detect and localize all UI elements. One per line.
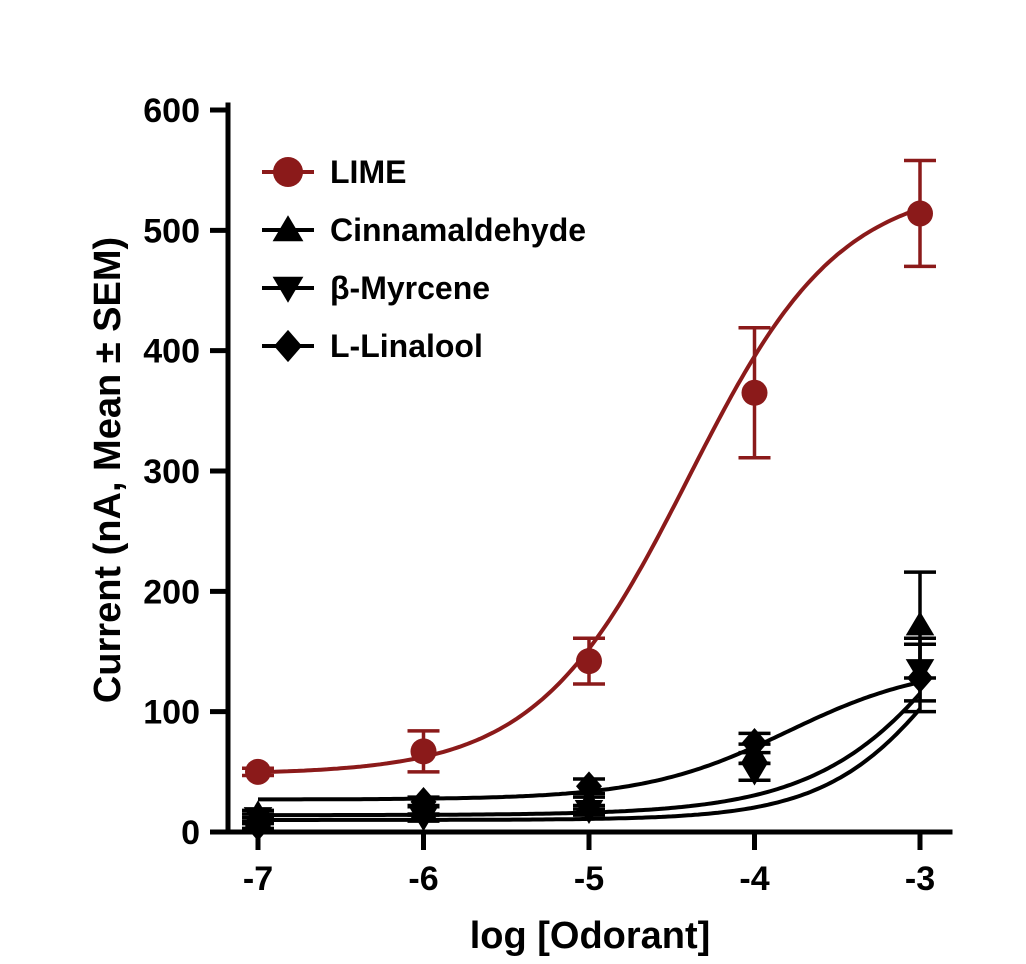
data-point-lime (907, 200, 933, 227)
x-tick-label: -5 (574, 860, 604, 898)
data-point-myrcene (409, 807, 438, 832)
legend-marker-l-linalool (274, 329, 302, 363)
data-point-l-linalool (907, 663, 933, 693)
y-tick-label: 300 (143, 453, 200, 491)
data-point-lime (576, 648, 602, 675)
data-point-l-linalool (410, 786, 437, 817)
x-tick-label: -3 (905, 860, 935, 898)
data-point-cinnamaldehyde (905, 611, 935, 636)
y-tick-label: 0 (181, 814, 200, 852)
legend-marker-myrcene (272, 276, 304, 303)
data-point-myrcene (574, 799, 604, 824)
x-tick-label: -6 (408, 860, 438, 898)
data-point-l-linalool (576, 771, 602, 802)
x-axis-title: log [Odorant] (470, 915, 711, 957)
data-point-l-linalool (245, 811, 271, 841)
legend-label-lime: LIME (330, 154, 406, 190)
y-tick-label: 600 (143, 92, 200, 130)
data-points (243, 200, 935, 841)
data-point-l-linalool (741, 728, 768, 758)
legend-label-cinnamaldehyde: Cinnamaldehyde (330, 212, 586, 248)
y-axis-title: Current (nA, Mean ± SEM) (87, 237, 129, 703)
data-point-lime (410, 738, 437, 765)
data-point-myrcene (740, 761, 769, 786)
y-tick-label: 100 (143, 694, 200, 732)
legend-marker-cinnamaldehyde (272, 215, 304, 242)
data-point-lime (741, 379, 768, 406)
legend-label-myrcene: β-Myrcene (330, 270, 490, 306)
y-ticks: 0 100 200 300 400 500 600 (143, 92, 228, 852)
y-tick-label: 400 (143, 333, 200, 371)
y-tick-label: 200 (143, 573, 200, 611)
x-ticks: -7 -6 -5 -4 -3 (243, 832, 935, 898)
x-tick-label: -4 (739, 860, 769, 898)
data-point-lime (245, 758, 271, 785)
y-tick-label: 500 (143, 212, 200, 250)
legend: LIME Cinnamaldehyde β-Myrcene L-Linalool (262, 154, 586, 364)
legend-label-l-linalool: L-Linalool (330, 328, 483, 364)
x-tick-label: -7 (243, 860, 273, 898)
legend-marker-lime (273, 157, 303, 187)
